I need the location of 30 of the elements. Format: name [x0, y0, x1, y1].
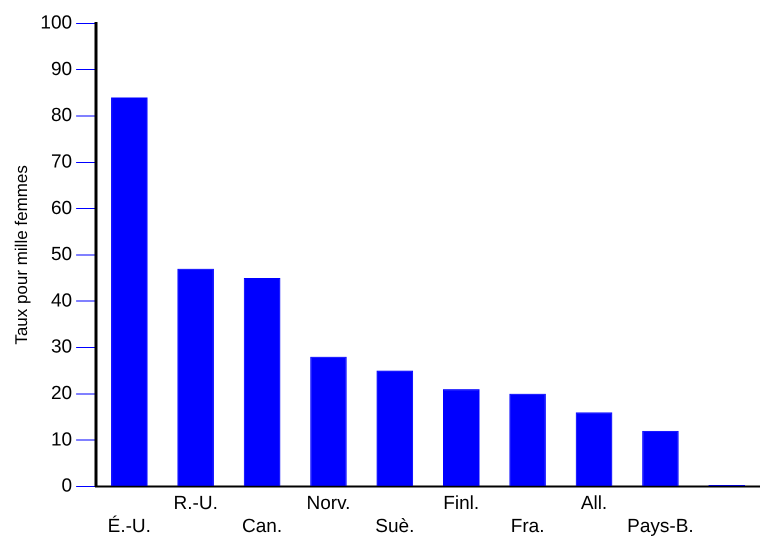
- y-tick-label: 40: [50, 290, 72, 312]
- x-tick-label: R.-U.: [174, 493, 218, 514]
- y-tick-label: 70: [50, 152, 72, 173]
- y-tick-label: 100: [40, 12, 72, 34]
- x-tick-label: Fra.: [510, 516, 545, 537]
- bar: [509, 394, 546, 486]
- x-tick-label: Can.: [242, 516, 282, 537]
- y-tick-label: 30: [50, 336, 72, 358]
- y-tick-label: 50: [50, 244, 72, 266]
- x-tick-label: All.: [580, 493, 608, 514]
- bar: [244, 278, 280, 486]
- y-tick-label: 0: [62, 476, 72, 497]
- y-axis-title: Taux pour mille femmes: [12, 165, 31, 345]
- y-tick-label: 10: [50, 429, 72, 450]
- x-tick-label: Pays-B.: [627, 516, 694, 537]
- y-tick-label: 90: [50, 58, 72, 80]
- bar: [310, 356, 347, 486]
- x-tick-label: Finl.: [443, 493, 480, 514]
- x-tick-label: Suè.: [375, 516, 414, 537]
- x-tick-label: Norv.: [306, 493, 350, 514]
- bar: [177, 268, 214, 486]
- y-tick-label: 60: [50, 198, 72, 219]
- y-tick-label: 20: [50, 383, 72, 404]
- bar: [442, 389, 480, 486]
- bar: [376, 370, 414, 486]
- bar: [576, 412, 612, 486]
- y-tick-label: 80: [50, 105, 72, 126]
- bar: [642, 430, 679, 486]
- x-tick-label: É.-U.: [108, 514, 151, 537]
- bar: [111, 97, 148, 486]
